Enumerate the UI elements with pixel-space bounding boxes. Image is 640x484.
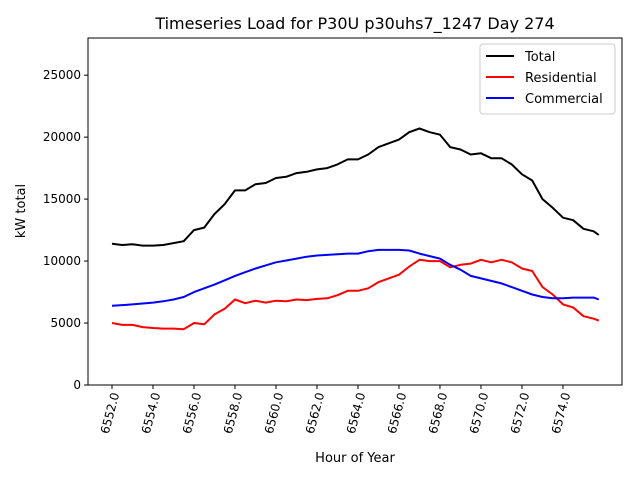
x-tick-label: 6574.0: [549, 391, 573, 435]
x-tick-label: 6564.0: [344, 391, 368, 435]
legend-label-total: Total: [524, 50, 555, 65]
legend-box: [479, 43, 616, 115]
legend: Total Residential Commercial: [479, 43, 616, 115]
legend-label-residential: Residential: [525, 71, 597, 86]
chart-title: Timeseries Load for P30U p30uhs7_1247 Da…: [154, 14, 554, 34]
x-tick-label: 6572.0: [508, 391, 532, 435]
x-tick-label: 6562.0: [303, 391, 327, 435]
y-tick-label: 20000: [43, 130, 81, 144]
series-line-residential: [111, 258, 600, 331]
x-tick-label: 6566.0: [385, 391, 409, 435]
y-tick-label: 0: [73, 378, 81, 392]
plot-frame: [87, 37, 623, 386]
y-tick-label: 25000: [43, 68, 81, 82]
x-tick-label: 6554.0: [139, 391, 163, 435]
y-tick-label: 15000: [43, 192, 81, 206]
x-tick-label: 6570.0: [467, 391, 491, 435]
y-tick-label: 5000: [50, 316, 81, 330]
x-tick-label: 6552.0: [98, 391, 122, 435]
series-line-commercial: [111, 248, 600, 307]
y-axis-label: kW total: [14, 184, 29, 238]
legend-label-commercial: Commercial: [525, 92, 603, 107]
x-tick-label: 6556.0: [180, 391, 204, 435]
x-tick-label: 6568.0: [426, 391, 450, 435]
y-tick-label: 10000: [43, 254, 81, 268]
x-tick-label: 6560.0: [262, 391, 286, 435]
series-line-total: [111, 127, 600, 247]
x-axis-label: Hour of Year: [315, 451, 395, 466]
x-tick-label: 6558.0: [221, 391, 245, 435]
